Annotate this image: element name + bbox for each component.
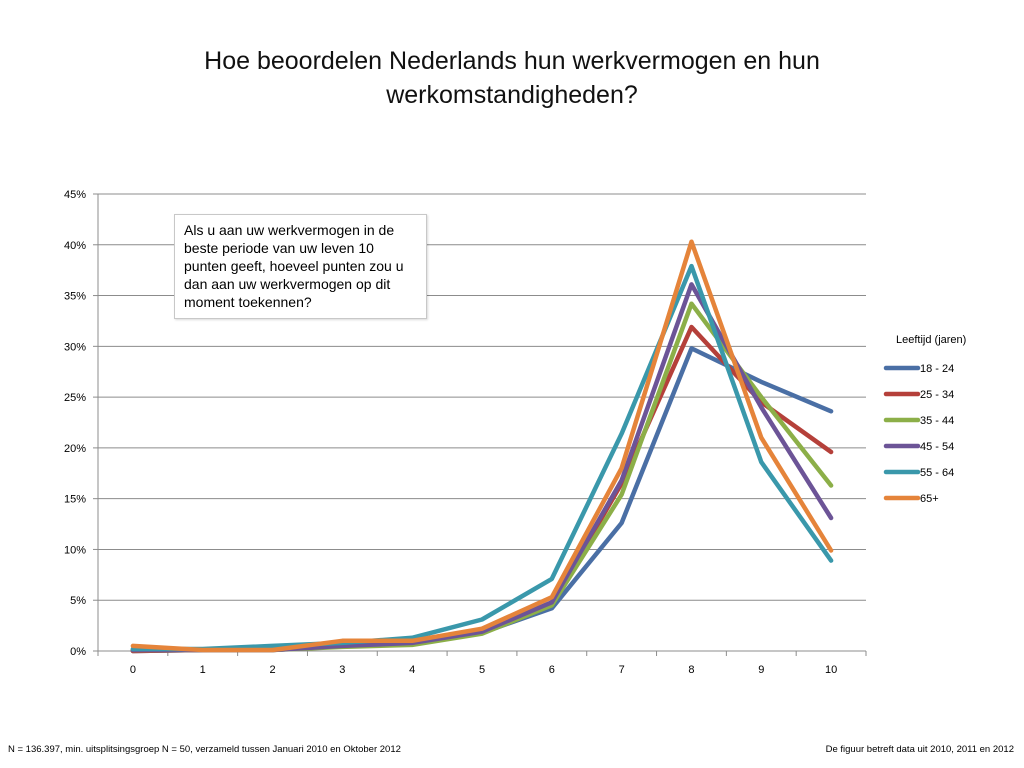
footnote-data-years: De figuur betreft data uit 2010, 2011 en… <box>825 744 1014 755</box>
legend-title: Leeftijd (jaren) <box>896 334 966 346</box>
y-tick-label: 5% <box>70 595 86 607</box>
x-tick-label: 9 <box>758 664 764 676</box>
x-tick-label: 6 <box>549 664 555 676</box>
x-tick-label: 1 <box>200 664 206 676</box>
x-tick-label: 2 <box>269 664 275 676</box>
x-tick-label: 5 <box>479 664 485 676</box>
series-line-25-34 <box>130 324 834 654</box>
legend-label: 35 - 44 <box>920 415 954 427</box>
series-lines <box>130 239 834 654</box>
question-callout: Als u aan uw werkvermogen in de beste pe… <box>174 214 427 319</box>
y-tick-label: 25% <box>64 392 86 404</box>
page-title: Hoe beoordelen Nederlands hun werkvermog… <box>204 47 820 109</box>
y-tick-label: 35% <box>64 291 86 303</box>
legend-label: 55 - 64 <box>920 467 954 479</box>
series-line-65plus <box>130 239 834 653</box>
footnote-sample-size: N = 136.397, min. uitsplitsingsgroep N =… <box>8 744 401 755</box>
series-line-18-24 <box>130 346 834 654</box>
series-line-35-44 <box>130 301 834 653</box>
x-tick-label: 0 <box>130 664 136 676</box>
y-tick-label: 40% <box>64 240 86 252</box>
legend: Leeftijd (jaren) 18 - 24 25 - 34 35 - 44 45 … <box>883 334 966 505</box>
y-tick-label: 10% <box>64 544 86 556</box>
y-tick-label: 20% <box>64 443 86 455</box>
x-tick-label: 10 <box>825 664 837 676</box>
legend-label: 25 - 34 <box>920 389 954 401</box>
x-tick-label: 7 <box>619 664 625 676</box>
series-line-55-64 <box>130 263 834 652</box>
legend-label: 45 - 54 <box>920 441 954 453</box>
x-tick-label: 4 <box>409 664 415 676</box>
y-tick-label: 15% <box>64 494 86 506</box>
y-tick-label: 30% <box>64 341 86 353</box>
axes: 0% 5% 10% 15% 20% 25% 30% 35% 40% 45% 0 1 2 3 4 5 6 7 8 9 10 <box>64 189 867 676</box>
x-tick-label: 8 <box>688 664 694 676</box>
y-tick-label: 0% <box>70 646 86 658</box>
y-tick-label: 45% <box>64 189 86 201</box>
legend-label: 18 - 24 <box>920 363 954 375</box>
legend-label: 65+ <box>920 493 939 505</box>
x-tick-label: 3 <box>339 664 345 676</box>
